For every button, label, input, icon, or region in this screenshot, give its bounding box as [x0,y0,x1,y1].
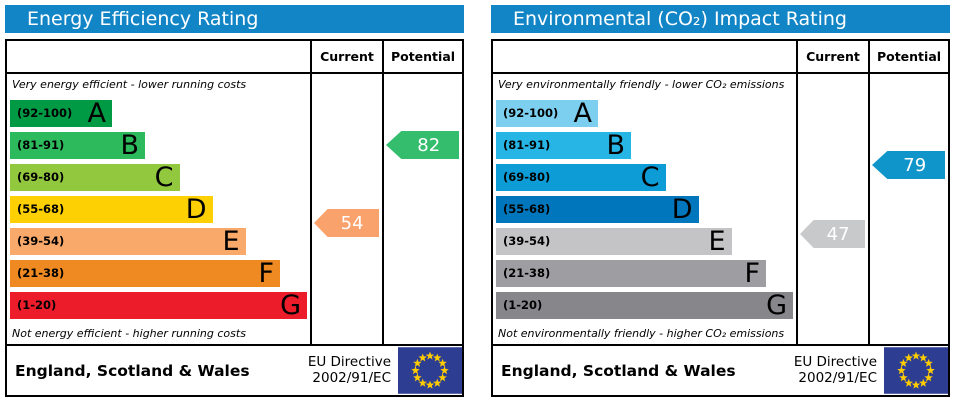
band-range-label: (21-38) [17,266,65,280]
band-letter: C [154,161,174,193]
environmental-potential-column: 79 [868,74,948,344]
band-range-label: (1-20) [17,298,57,312]
band-letter: F [258,257,274,289]
environmental-bottom-caption: Not environmentally friendly - higher CO… [498,327,785,340]
energy-current-arrow: 54 [314,209,379,237]
energy-band-area: Very energy efficient - lower running co… [7,74,310,344]
eu-directive-label: EU Directive 2002/91/EC [307,353,391,386]
band-range-label: (39-54) [503,234,551,248]
rating-band-b: (81-91) B [10,129,145,161]
region-label: England, Scotland & Wales [15,361,250,380]
band-range-label: (81-91) [17,138,65,152]
rating-band-d: (55-68) D [496,193,699,225]
band-letter: C [640,161,660,193]
energy-bands: (92-100) A (81-91) B (69-80) C (55-68) [7,97,310,321]
energy-current-column-header: Current [310,41,382,74]
environmental-footer: England, Scotland & Wales EU Directive 2… [493,344,948,395]
energy-header-spacer [7,41,310,74]
band-letter: E [708,225,726,257]
rating-band-f: (21-38) F [496,257,766,289]
environmental-potential-arrow: 79 [872,151,945,179]
band-range-label: (92-100) [17,106,73,120]
energy-footer: England, Scotland & Wales EU Directive 2… [7,344,462,395]
energy-current-value: 54 [340,212,364,234]
region-label: England, Scotland & Wales [501,361,736,380]
energy-chart-table: Current Potential Very energy efficient … [5,39,464,397]
environmental-header-spacer [493,41,796,74]
energy-potential-column: 82 [382,74,462,344]
rating-band-a: (92-100) A [10,97,112,129]
band-letter: G [280,289,301,321]
environmental-current-value: 47 [826,223,850,245]
eu-directive-label: EU Directive 2002/91/EC [793,353,877,386]
environmental-bands: (92-100) A (81-91) B (69-80) C (55-68) [493,97,796,321]
band-letter: B [606,129,625,161]
energy-efficiency-panel: Energy Efficiency Rating Current Potenti… [5,5,464,397]
band-letter: E [222,225,240,257]
energy-potential-arrow: 82 [386,131,459,159]
rating-band-a: (92-100) A [496,97,598,129]
rating-band-e: (39-54) E [10,225,246,257]
environmental-top-caption: Very environmentally friendly - lower CO… [498,78,785,91]
environmental-panel-title: Environmental (CO₂) Impact Rating [491,5,950,33]
energy-potential-column-header: Potential [382,41,462,74]
environmental-current-arrow: 47 [800,220,865,248]
band-range-label: (81-91) [503,138,551,152]
band-range-label: (55-68) [17,202,65,216]
rating-band-b: (81-91) B [496,129,631,161]
energy-potential-value: 82 [417,134,441,156]
rating-band-c: (69-80) C [496,161,666,193]
band-range-label: (55-68) [503,202,551,216]
band-range-label: (69-80) [17,170,65,184]
band-letter: B [120,129,139,161]
rating-band-e: (39-54) E [496,225,732,257]
environmental-current-column-header: Current [796,41,868,74]
band-letter: D [671,193,693,225]
band-range-label: (69-80) [503,170,551,184]
band-range-label: (1-20) [503,298,543,312]
energy-top-caption: Very energy efficient - lower running co… [12,78,247,91]
eu-flag-icon [884,347,948,394]
energy-panel-title: Energy Efficiency Rating [5,5,464,33]
band-letter: F [744,257,760,289]
environmental-current-column: 47 [796,74,868,344]
band-letter: G [766,289,787,321]
environmental-potential-value: 79 [903,154,927,176]
environmental-chart-table: Current Potential Very environmentally f… [491,39,950,397]
band-letter: D [185,193,207,225]
rating-band-c: (69-80) C [10,161,180,193]
rating-band-g: (1-20) G [10,289,307,321]
eu-flag-icon [398,347,462,394]
band-letter: A [87,97,106,129]
band-range-label: (92-100) [503,106,559,120]
band-range-label: (21-38) [503,266,551,280]
environmental-band-area: Very environmentally friendly - lower CO… [493,74,796,344]
rating-band-g: (1-20) G [496,289,793,321]
band-range-label: (39-54) [17,234,65,248]
rating-band-f: (21-38) F [10,257,280,289]
environmental-impact-panel: Environmental (CO₂) Impact Rating Curren… [491,5,950,397]
rating-band-d: (55-68) D [10,193,213,225]
band-letter: A [573,97,592,129]
energy-bottom-caption: Not energy efficient - higher running co… [12,327,246,340]
environmental-potential-column-header: Potential [868,41,948,74]
energy-current-column: 54 [310,74,382,344]
